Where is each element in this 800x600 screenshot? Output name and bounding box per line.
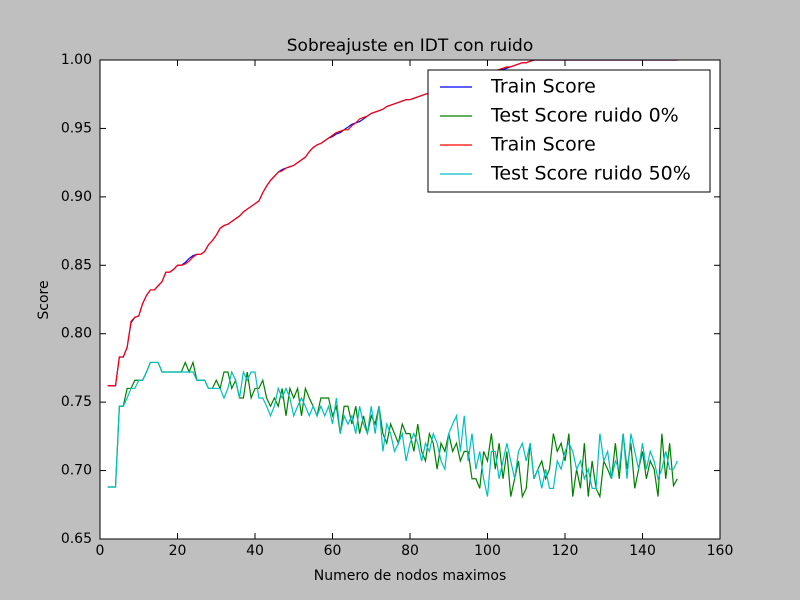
legend-box [427, 69, 711, 193]
x-tick-label: 100 [474, 543, 501, 559]
y-tick-label: 0.95 [61, 120, 92, 136]
x-tick-label: 40 [246, 543, 264, 559]
x-tick-label: 160 [707, 543, 734, 559]
series-line [107, 60, 678, 387]
x-tick-label: 120 [552, 543, 579, 559]
y-tick-label: 0.85 [61, 257, 92, 273]
legend-label: Test Score ruido 0% [490, 105, 679, 127]
y-tick-label: 0.80 [61, 326, 92, 342]
legend-label: Train Score [490, 134, 596, 156]
y-tick-label: 0.65 [61, 531, 92, 547]
plot-frame [99, 59, 721, 540]
y-tick-label: 0.90 [61, 189, 92, 205]
chart-title: Sobreajuste en IDT con ruido [287, 36, 534, 56]
legend-label: Test Score ruido 50% [490, 163, 691, 185]
x-tick-label: 20 [169, 543, 187, 559]
series-line [107, 361, 678, 497]
y-tick-label: 0.75 [61, 394, 92, 410]
legend-label: Train Score [490, 76, 596, 98]
x-tick-label: 60 [324, 543, 342, 559]
y-tick-label: 0.70 [61, 463, 92, 479]
x-tick-label: 140 [629, 543, 656, 559]
x-tick-label: 80 [401, 543, 419, 559]
y-tick-label: 1.00 [61, 52, 92, 68]
x-tick-label: 0 [96, 543, 105, 559]
x-axis-label: Numero de nodos maximos [314, 568, 507, 584]
y-axis-label: Score [36, 280, 52, 319]
